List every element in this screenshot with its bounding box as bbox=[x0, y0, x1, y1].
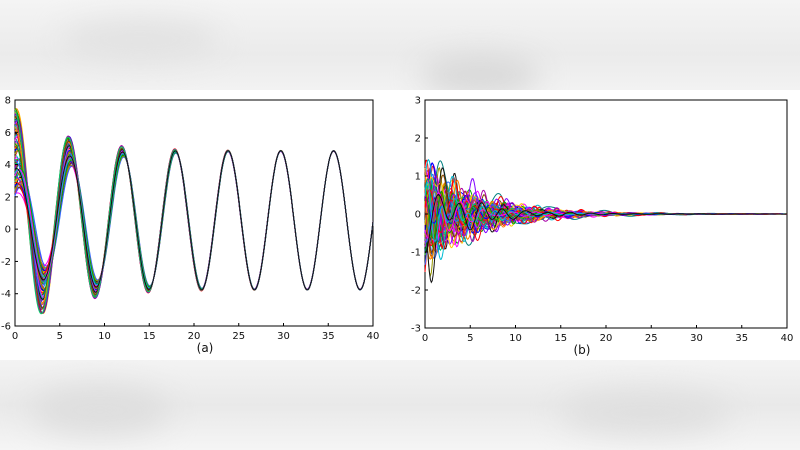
caption-b: (b) bbox=[574, 343, 591, 357]
blurred-background-top bbox=[0, 0, 800, 95]
axis-ticks-a: 0 5 10 15 20 25 30 35 40 -6 -4 -2 0 2 4 6 8 bbox=[1, 96, 379, 343]
series-line bbox=[424, 193, 787, 254]
x-tick-label: 10 bbox=[98, 331, 111, 342]
x-tick-label: 0 bbox=[12, 331, 18, 342]
x-tick-label: 35 bbox=[322, 331, 335, 342]
blurred-background-bottom bbox=[0, 360, 800, 450]
y-tick-label: 0 bbox=[5, 225, 11, 236]
plot-area-a bbox=[14, 99, 374, 327]
y-tick-label: -4 bbox=[1, 289, 11, 300]
x-tick-label: 20 bbox=[188, 331, 201, 342]
y-tick-label: 0 bbox=[415, 210, 421, 221]
y-tick-label: 8 bbox=[5, 96, 11, 107]
x-tick-label: 20 bbox=[600, 333, 613, 344]
y-tick-label: 2 bbox=[5, 192, 11, 203]
x-tick-label: 30 bbox=[690, 333, 703, 344]
y-tick-label: 4 bbox=[5, 160, 11, 171]
x-tick-label: 0 bbox=[422, 333, 428, 344]
series-group-a bbox=[14, 108, 374, 315]
x-tick-label: 10 bbox=[509, 333, 522, 344]
y-tick-label: -1 bbox=[411, 248, 421, 259]
caption-a: (a) bbox=[197, 341, 214, 355]
series-line bbox=[14, 150, 374, 291]
x-tick-label: 40 bbox=[367, 331, 380, 342]
blurred-shape bbox=[30, 385, 170, 435]
y-tick-label: 1 bbox=[415, 172, 421, 183]
blurred-shape bbox=[60, 20, 220, 60]
x-tick-label: 30 bbox=[277, 331, 290, 342]
x-tick-label: 35 bbox=[735, 333, 748, 344]
x-tick-label: 5 bbox=[467, 333, 473, 344]
blurred-shape bbox=[420, 55, 540, 95]
y-tick-label: -3 bbox=[411, 324, 421, 335]
x-tick-label: 15 bbox=[554, 333, 567, 344]
y-tick-label: -2 bbox=[411, 286, 421, 297]
x-tick-label: 25 bbox=[232, 331, 245, 342]
x-tick-label: 40 bbox=[781, 333, 794, 344]
chart-panel-b: 0 5 10 15 20 25 30 35 40 -3 -2 -1 0 1 2 3 (b) bbox=[411, 96, 793, 358]
blurred-shape bbox=[560, 390, 730, 435]
x-tick-label: 15 bbox=[143, 331, 156, 342]
y-tick-label: 2 bbox=[415, 134, 421, 145]
y-tick-label: -6 bbox=[1, 322, 11, 333]
x-tick-label: 25 bbox=[645, 333, 658, 344]
y-tick-label: 3 bbox=[415, 96, 421, 107]
y-tick-label: -2 bbox=[1, 257, 11, 268]
axis-ticks-b: 0 5 10 15 20 25 30 35 40 -3 -2 -1 0 1 2 3 bbox=[411, 96, 793, 345]
x-tick-label: 5 bbox=[57, 331, 63, 342]
y-tick-label: 6 bbox=[5, 128, 11, 139]
series-group-b bbox=[424, 158, 788, 284]
chart-panel-a: 0 5 10 15 20 25 30 35 40 -6 -4 -2 0 2 4 6 8 (a) bbox=[1, 96, 379, 356]
